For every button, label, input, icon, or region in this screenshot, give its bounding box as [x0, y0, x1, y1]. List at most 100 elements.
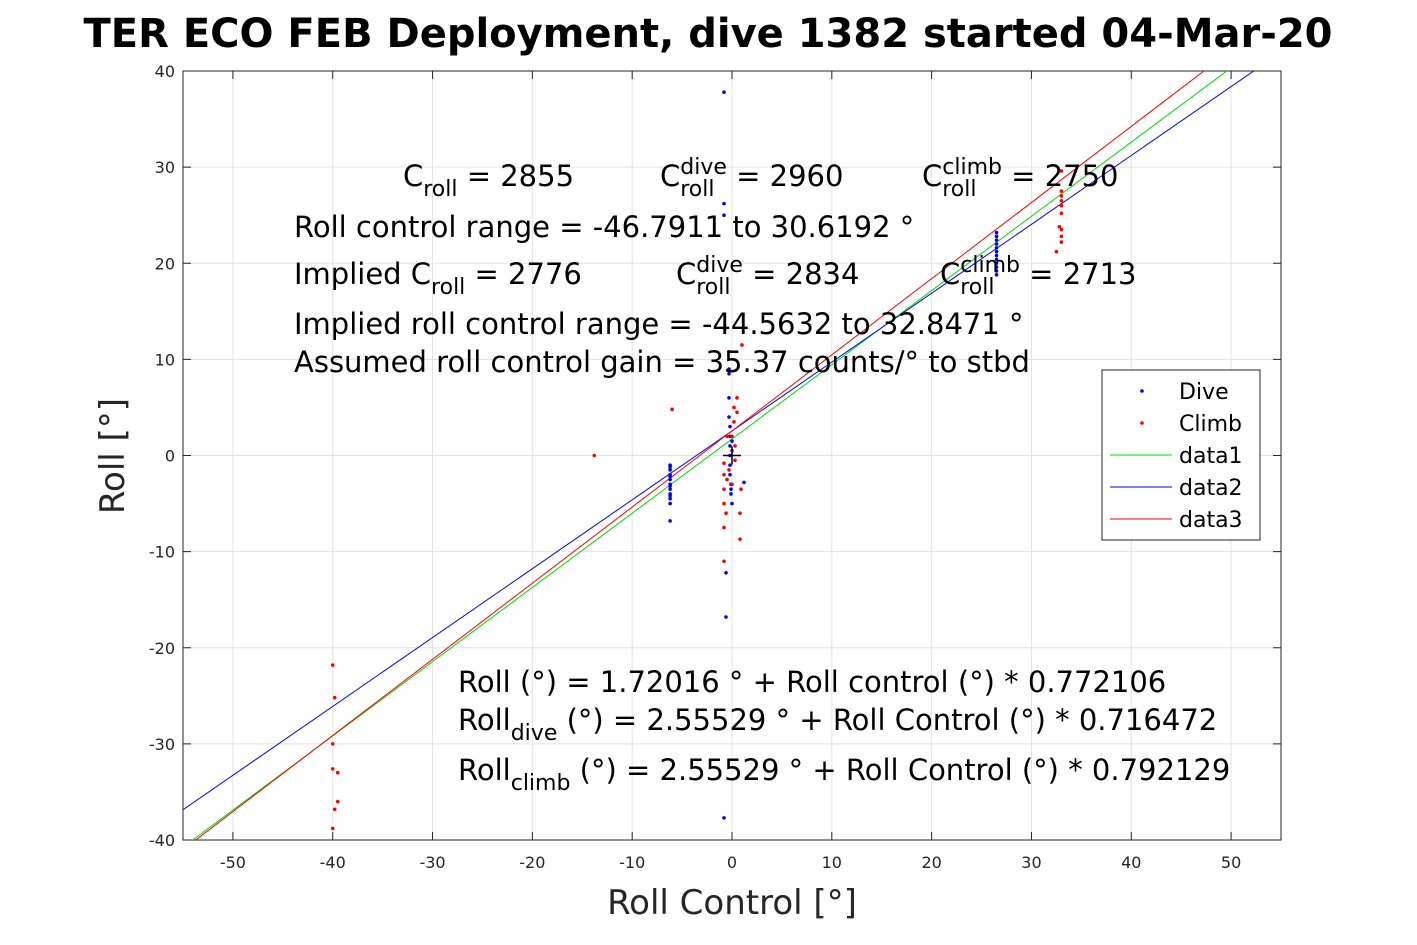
point-climb [727, 349, 731, 354]
x-tick-label: 0 [727, 853, 737, 872]
annotation-text: (°) = 2.55529 ° + Roll Control (°) * 0.7… [557, 703, 1217, 737]
axis-ticks: -50 -40 -30 -20 -10 0 10 20 30 40 50 -40 -30 -20 -10 0 1… [149, 62, 1281, 872]
point-dive [994, 253, 999, 258]
data-points [330, 90, 1064, 831]
point-dive [994, 238, 999, 242]
y-tick-label: 0 [165, 447, 175, 466]
point-climb [335, 799, 340, 804]
point-dive [730, 439, 734, 443]
point-dive [727, 415, 731, 419]
point-dive [722, 90, 726, 94]
annotation-sup: dive [680, 155, 727, 180]
point-climb [1059, 169, 1064, 173]
chart-title: TER ECO FEB Deployment, dive 1382 starte… [83, 11, 1332, 57]
annotation-text: = 2960 [727, 159, 844, 193]
annotation-sub: climb [511, 771, 571, 796]
annotation-text: = 2776 [465, 257, 582, 291]
annotation-sub: roll [960, 275, 994, 300]
point-climb [727, 468, 731, 472]
point-climb [733, 458, 737, 463]
point-climb [722, 501, 726, 506]
point-climb [722, 461, 726, 465]
point-climb [732, 420, 736, 424]
point-dive [742, 480, 746, 485]
point-climb [330, 767, 335, 771]
legend-label: data1 [1179, 444, 1243, 469]
annotation-text: Roll [458, 753, 511, 787]
point-dive [668, 501, 672, 506]
legend-label: data2 [1179, 476, 1243, 501]
point-dive [668, 468, 672, 472]
annotation-fit-all: Roll (°) = 1.72016 ° + Roll control (°) … [458, 665, 1166, 699]
annotation-sub: roll [431, 275, 465, 300]
point-climb [738, 511, 742, 515]
point-climb [670, 407, 674, 412]
x-tick-label: 20 [921, 853, 941, 872]
point-dive [994, 230, 999, 235]
point-climb [722, 525, 726, 530]
series-line-data1 [191, 71, 1228, 840]
y-tick-label: -10 [149, 543, 175, 562]
point-climb [740, 343, 744, 347]
point-climb [335, 770, 340, 775]
point-climb [1059, 203, 1064, 208]
point-dive [729, 487, 733, 491]
annotation-implied-croll-dive: Cdive roll = 2834 [676, 253, 859, 300]
point-dive [994, 242, 999, 246]
annotation-text: Roll [458, 703, 511, 737]
annotation-text: C [676, 257, 696, 291]
annotation-text: = 2713 [1020, 257, 1137, 291]
point-climb [730, 434, 734, 439]
annotation-sub: roll [942, 177, 976, 202]
annotation-sup: climb [960, 253, 1020, 278]
annotation-text: Implied C [294, 257, 431, 291]
point-climb [330, 742, 335, 746]
x-tick-label: 40 [1121, 853, 1141, 872]
annotation-sup: dive [696, 253, 743, 278]
annotations: Croll = 2855 Cdive roll = 2960 Cclimb roll =… [294, 155, 1230, 796]
annotation-sub: dive [511, 721, 558, 746]
x-tick-label: -30 [419, 853, 445, 872]
point-climb [733, 444, 737, 448]
point-dive [722, 213, 726, 217]
point-climb [332, 695, 337, 700]
annotation-gain: Assumed roll control gain = 35.37 counts… [294, 345, 1030, 379]
legend-label: Climb [1179, 412, 1242, 437]
point-climb [1057, 224, 1062, 229]
point-dive [668, 496, 672, 501]
point-dive [668, 519, 672, 523]
annotation-text: Roll (°) = 1.72016 ° + Roll control (°) … [458, 665, 1166, 699]
annotation-croll-dive: Cdive roll = 2960 [660, 155, 843, 202]
annotation-croll-climb: Cclimb roll = 2750 [922, 155, 1119, 202]
y-tick-label: -30 [149, 735, 175, 754]
annotation-text: = 2834 [743, 257, 860, 291]
legend-label: Dive [1179, 380, 1229, 405]
point-dive [728, 472, 732, 477]
annotation-text: = 2750 [1002, 159, 1119, 193]
point-climb [725, 477, 729, 482]
point-climb [1059, 189, 1064, 193]
point-climb [722, 472, 726, 477]
annotation-text: Roll control range = -46.7911 to 30.6192… [294, 210, 914, 244]
annotation-sub: roll [680, 177, 714, 202]
y-tick-label: 10 [155, 350, 175, 369]
point-dive [730, 501, 734, 506]
point-climb [1054, 249, 1059, 254]
x-tick-label: 10 [822, 853, 842, 872]
point-dive [994, 249, 999, 254]
point-dive [994, 265, 999, 269]
annotation-sub: roll [696, 275, 730, 300]
x-tick-label: -50 [220, 853, 246, 872]
point-climb [1059, 198, 1064, 203]
point-dive [668, 474, 672, 479]
point-climb [732, 405, 736, 410]
point-dive [728, 424, 732, 429]
point-climb [592, 453, 597, 458]
annotation-text: (°) = 2.55529 ° + Roll Control (°) * 0.7… [570, 753, 1230, 787]
annotation-text: = 2855 [458, 159, 575, 193]
legend-label: data3 [1179, 508, 1243, 533]
point-dive [722, 201, 726, 206]
y-tick-label: 40 [155, 62, 175, 81]
point-dive [994, 234, 999, 239]
